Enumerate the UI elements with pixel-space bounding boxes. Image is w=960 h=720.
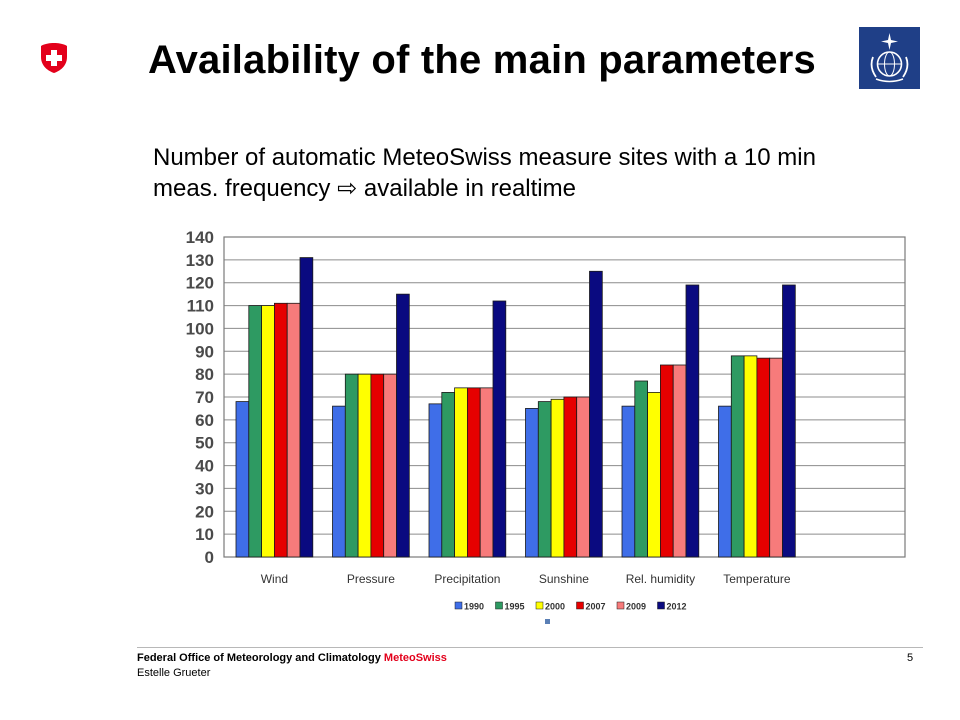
y-tick-label: 0 [205,548,214,567]
bar-2012-precipitation [492,300,507,558]
legend-swatch [576,601,584,610]
bar-1990-sunshine [525,408,539,558]
bar-1995-precipitation [441,392,455,558]
slide-title: Availability of the main parameters [148,38,816,82]
y-tick-label: 40 [195,457,214,476]
bar-2009-precipitation [479,387,494,558]
bar-1990-precipitation [428,403,443,558]
page-number: 5 [907,652,914,664]
chart-category-labels: Wind Pressure Precipitation Sunshine Rel. hu… [261,572,791,586]
legend-label: 2012 [667,602,687,612]
bar-2009-temperature [769,357,783,558]
bar-2009-wind [286,302,301,558]
bar-1995-rel-humidity [634,380,648,558]
y-tick-label: 70 [195,388,214,407]
bar-2007-pressure [370,373,385,558]
legend-swatch [657,601,665,610]
footer-brand: MeteoSwiss [383,652,447,664]
chart-bars [235,257,796,558]
bar-1990-wind [235,401,250,558]
bar-1995-temperature [730,355,745,558]
bar-1990-pressure [332,405,346,558]
y-tick-label: 120 [186,274,214,293]
legend-swatch [454,601,463,610]
subtitle-line-1: Number of automatic MeteoSwiss measure s… [153,144,816,171]
y-tick-label: 110 [187,297,214,316]
y-tick-label: 50 [195,434,214,453]
y-tick-label: 140 [186,228,214,247]
swiss-cross-icon [41,43,67,73]
bar-2007-sunshine [563,396,578,558]
category-label: Pressure [347,572,395,586]
footer-author: Estelle Grueter [137,667,211,679]
y-tick-label: 90 [195,342,214,361]
y-tick-label: 60 [195,411,214,430]
y-tick-label: 100 [186,319,214,338]
bar-2007-rel-humidity [660,364,674,558]
bar-2012-pressure [396,293,410,558]
bar-2009-sunshine [576,396,590,558]
legend-swatch [616,601,625,610]
legend-label: 2007 [586,602,606,612]
bar-2009-rel-humidity [672,364,687,558]
footer-organization: Federal Office of Meteorology and Climat… [137,652,447,664]
bar-2012-wind [299,257,314,558]
bar-1995-wind [248,305,263,558]
y-tick-label: 130 [186,251,214,270]
y-tick-label: 10 [195,525,214,544]
footer-org-name: Federal Office of Meteorology and Climat… [137,652,384,664]
bar-2007-wind [273,302,288,558]
subtitle-line-2: meas. frequency ⇨ available in realtime [153,175,576,202]
bar-2007-precipitation [466,387,481,558]
legend-marker [545,619,550,624]
category-label: Temperature [723,572,791,586]
legend-swatch [495,601,503,610]
bar-2000-sunshine [550,398,565,558]
bar-2000-wind [261,305,275,558]
bar-1995-pressure [344,373,359,558]
footer-divider [137,647,923,648]
bar-1990-rel-humidity [621,405,636,558]
legend-label: 2000 [545,602,565,612]
y-tick-label: 20 [195,502,214,521]
bar-2000-rel-humidity [647,392,661,558]
slide-subtitle: Number of automatic MeteoSwiss measure s… [153,142,913,204]
bar-1995-sunshine [537,401,552,558]
chart-legend: 1990 1995 2000 2007 2009 2012 [454,601,687,624]
y-tick-label: 80 [195,365,214,384]
category-label: Sunshine [539,572,589,586]
legend-label: 1990 [464,602,484,612]
y-tick-label: 30 [195,479,214,498]
bar-2000-temperature [743,355,758,558]
legend-label: 1995 [505,602,525,612]
bar-1990-temperature [718,405,732,558]
wmo-emblem-icon [859,27,920,89]
category-label: Wind [261,572,288,586]
bar-2009-pressure [383,373,397,558]
bar-2000-pressure [357,373,372,558]
legend-label: 2009 [626,602,646,612]
category-label: Rel. humidity [626,572,695,586]
bar-2000-precipitation [454,387,468,558]
chart-y-tick-labels: 0 10 20 30 40 50 60 70 80 90 100 110 120 130 140 [186,228,214,567]
bar-2007-temperature [756,357,771,558]
legend-swatch [535,601,544,610]
bar-2012-temperature [782,284,796,558]
bar-2012-rel-humidity [685,284,700,558]
bar-2012-sunshine [589,270,603,558]
category-label: Precipitation [434,572,500,586]
